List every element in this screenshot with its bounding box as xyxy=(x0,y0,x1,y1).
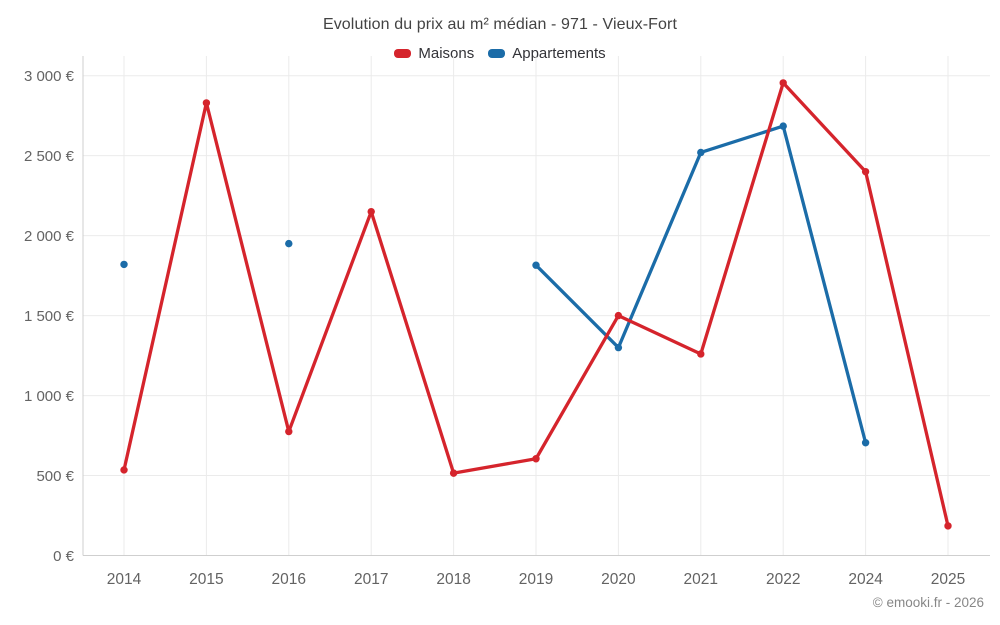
y-tick-label: 2 000 € xyxy=(24,228,75,245)
y-axis-labels: 0 € 500 € 1 000 € 1 500 € 2 000 € 2 500 € 3 00… xyxy=(24,68,75,565)
data-point-maisons-2024[interactable] xyxy=(861,167,870,176)
data-point-appartements-2024[interactable] xyxy=(861,439,870,447)
x-tick-label-2018: 2018 xyxy=(436,571,470,588)
data-point-maisons-2021[interactable] xyxy=(697,350,705,358)
data-point-appartements-2016[interactable] xyxy=(285,239,293,248)
data-point-maisons-2022[interactable] xyxy=(779,79,787,87)
x-tick-label-2021: 2021 xyxy=(684,571,718,588)
x-tick-label-2017: 2017 xyxy=(354,571,388,588)
data-point-maisons-2019[interactable] xyxy=(532,455,540,463)
data-point-maisons-2018[interactable] xyxy=(449,469,458,477)
legend-item-maisons[interactable]: Maisons xyxy=(394,45,474,62)
x-tick-label-2022: 2022 xyxy=(766,571,800,588)
series-appartements xyxy=(120,122,870,447)
y-tick-label: 2 500 € xyxy=(24,148,75,165)
data-point-maisons-2015[interactable] xyxy=(202,99,211,107)
appartements-color-swatch-icon xyxy=(488,49,506,58)
chart-title: Evolution du prix au m² médian - 971 - V… xyxy=(322,16,678,33)
data-point-appartements-2021[interactable] xyxy=(697,148,705,157)
x-tick-label-2016: 2016 xyxy=(272,571,306,588)
x-tick-label-2014: 2014 xyxy=(107,571,142,588)
x-tick-label-2025: 2025 xyxy=(931,571,965,588)
data-point-maisons-2025[interactable] xyxy=(944,522,952,530)
x-tick-label-2019: 2019 xyxy=(519,571,553,588)
maisons-color-swatch-icon xyxy=(394,49,412,58)
data-point-appartements-2014[interactable] xyxy=(120,260,128,269)
y-tick-label: 1 000 € xyxy=(24,388,75,405)
x-tick-label-2020: 2020 xyxy=(601,571,636,588)
data-point-appartements-2019[interactable] xyxy=(532,261,540,269)
y-tick-label: 0 € xyxy=(53,548,75,565)
data-point-appartements-2022[interactable] xyxy=(779,122,787,130)
x-tick-label-2015: 2015 xyxy=(189,571,223,588)
gridlines xyxy=(83,56,990,556)
data-point-maisons-2017[interactable] xyxy=(367,207,375,216)
y-tick-label: 3 000 € xyxy=(24,68,75,85)
copyright-watermark: © emooki.fr - 2026 xyxy=(872,595,984,610)
series-maisons xyxy=(120,79,952,530)
legend-label-maisons: Maisons xyxy=(418,45,475,62)
data-point-maisons-2020[interactable] xyxy=(614,311,623,320)
x-axis-labels: 2014 2015 2016 2017 2018 2019 2020 2021 2022 2024… xyxy=(107,571,965,588)
data-point-maisons-2014[interactable] xyxy=(120,466,128,474)
x-tick-label-2024: 2024 xyxy=(848,571,883,588)
y-tick-label: 1 500 € xyxy=(24,308,75,325)
data-point-appartements-2020[interactable] xyxy=(614,343,623,352)
y-tick-label: 500 € xyxy=(36,468,74,485)
data-point-maisons-2016[interactable] xyxy=(285,427,293,436)
